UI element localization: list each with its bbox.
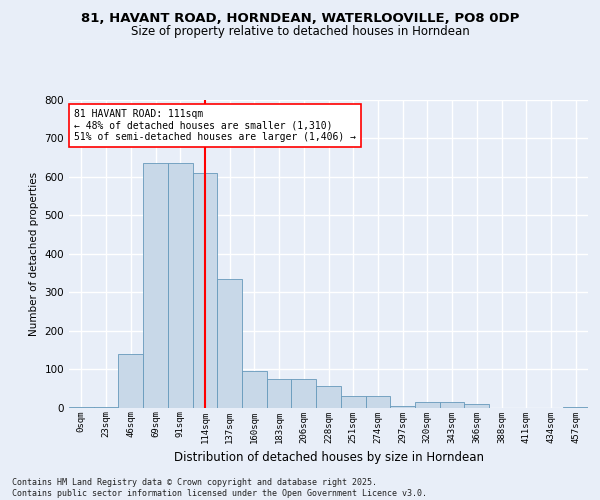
Bar	[193, 173, 217, 408]
Bar	[118, 354, 143, 408]
Bar	[69, 406, 94, 408]
Text: Contains HM Land Registry data © Crown copyright and database right 2025.
Contai: Contains HM Land Registry data © Crown c…	[12, 478, 427, 498]
Bar	[143, 164, 168, 408]
Bar	[316, 386, 341, 407]
Bar	[168, 164, 193, 408]
Y-axis label: Number of detached properties: Number of detached properties	[29, 172, 39, 336]
Text: Size of property relative to detached houses in Horndean: Size of property relative to detached ho…	[131, 25, 469, 38]
Bar	[341, 396, 365, 407]
Bar	[563, 406, 588, 408]
X-axis label: Distribution of detached houses by size in Horndean: Distribution of detached houses by size …	[173, 451, 484, 464]
Bar	[292, 378, 316, 408]
Text: 81 HAVANT ROAD: 111sqm
← 48% of detached houses are smaller (1,310)
51% of semi-: 81 HAVANT ROAD: 111sqm ← 48% of detached…	[74, 109, 356, 142]
Bar	[94, 406, 118, 408]
Bar	[440, 402, 464, 407]
Bar	[390, 406, 415, 407]
Bar	[464, 404, 489, 407]
Bar	[415, 402, 440, 407]
Bar	[217, 278, 242, 407]
Bar	[365, 396, 390, 407]
Bar	[242, 371, 267, 408]
Text: 81, HAVANT ROAD, HORNDEAN, WATERLOOVILLE, PO8 0DP: 81, HAVANT ROAD, HORNDEAN, WATERLOOVILLE…	[81, 12, 519, 26]
Bar	[267, 378, 292, 408]
